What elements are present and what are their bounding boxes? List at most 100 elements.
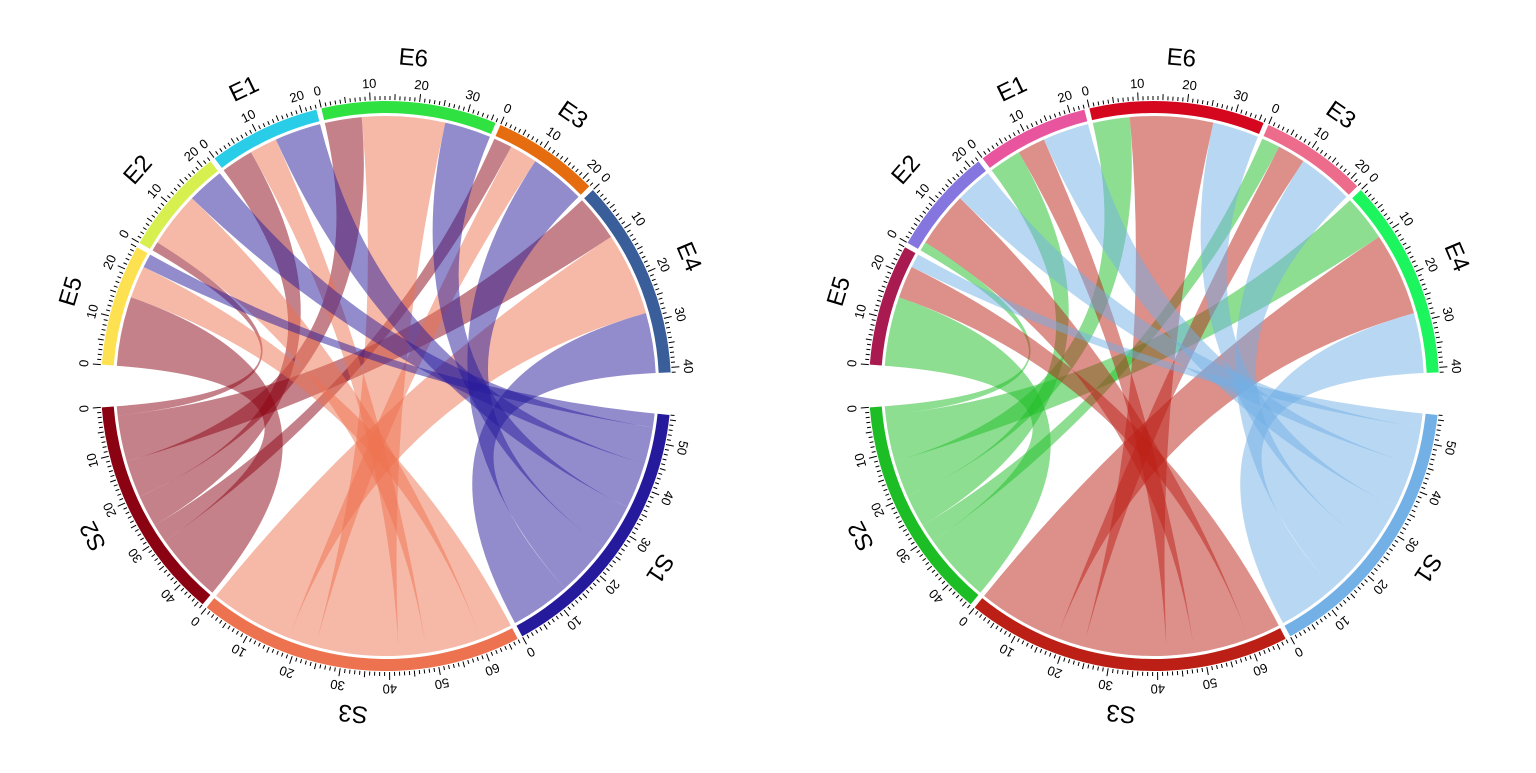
tick-mark <box>929 197 935 202</box>
tick-mark <box>1207 101 1208 105</box>
tick-mark <box>1031 645 1033 649</box>
tick-mark <box>505 646 507 650</box>
tick-mark <box>661 308 665 309</box>
tick-mark <box>1282 127 1284 131</box>
tick-label: 0 <box>196 136 211 152</box>
tick-mark <box>866 339 872 340</box>
tick-mark <box>197 161 202 167</box>
tick-mark <box>911 228 914 230</box>
tick-mark <box>180 179 184 183</box>
tick-mark <box>1343 600 1346 603</box>
tick-mark <box>884 281 888 282</box>
tick-mark <box>943 585 949 591</box>
tick-mark <box>131 525 136 528</box>
tick-mark <box>101 314 109 316</box>
tick-mark <box>975 157 977 160</box>
tick-mark <box>478 111 479 115</box>
tick-mark <box>106 310 110 311</box>
tick-mark <box>108 466 112 467</box>
tick-mark <box>1078 662 1079 666</box>
sector-label-e4: E4 <box>1438 238 1474 276</box>
tick-mark <box>1408 252 1412 254</box>
tick-label: 10 <box>144 181 165 202</box>
tick-mark <box>178 184 181 187</box>
tick-mark <box>1405 246 1410 249</box>
tick-mark <box>425 99 426 103</box>
tick-mark <box>232 628 234 631</box>
tick-mark <box>510 125 512 129</box>
tick-label: 20 <box>1182 77 1198 94</box>
tick-mark <box>158 207 161 209</box>
tick-mark <box>330 101 331 105</box>
tick-mark <box>639 519 643 521</box>
tick-mark <box>250 130 252 134</box>
tick-mark <box>155 558 158 560</box>
tick-mark <box>964 167 967 170</box>
tick-mark <box>527 134 529 137</box>
tick-label: 0 <box>964 136 979 152</box>
tick-mark <box>1026 643 1028 647</box>
tick-mark <box>999 138 1002 143</box>
tick-mark <box>1291 637 1295 644</box>
tick-mark <box>872 451 876 452</box>
tick-mark <box>600 576 606 581</box>
sector-label-s3: S3 <box>1105 698 1137 728</box>
tick-mark <box>116 281 120 282</box>
tick-mark <box>1400 239 1403 241</box>
tick-mark <box>99 344 103 345</box>
tick-mark <box>473 110 474 114</box>
tick-mark <box>101 456 109 458</box>
tick-mark <box>632 532 635 534</box>
tick-mark <box>866 349 870 350</box>
tick-mark <box>894 258 898 260</box>
tick-mark <box>861 364 869 365</box>
tick-mark <box>1287 129 1289 133</box>
tick-mark <box>117 494 121 496</box>
tick-mark <box>1368 194 1371 197</box>
tick-mark <box>1113 669 1114 673</box>
tick-mark <box>984 151 986 154</box>
tick-mark <box>130 521 134 523</box>
tick-mark <box>552 150 554 153</box>
tick-mark <box>1231 107 1232 111</box>
tick-mark <box>290 656 293 664</box>
tick-mark <box>93 407 101 408</box>
tick-mark <box>143 546 150 550</box>
tick-mark <box>194 602 198 607</box>
tick-mark <box>1082 663 1083 669</box>
tick-mark <box>1365 190 1368 193</box>
tick-mark <box>1437 425 1441 426</box>
tick-mark <box>143 542 146 544</box>
tick-mark <box>896 254 900 256</box>
tick-mark <box>642 514 647 517</box>
tick-mark <box>1320 619 1322 622</box>
tick-mark <box>1400 532 1403 534</box>
tick-mark <box>564 158 568 163</box>
tick-mark <box>1295 134 1297 137</box>
tick-mark <box>594 184 600 190</box>
tick-mark <box>429 669 430 673</box>
tick-mark <box>1414 506 1418 508</box>
tick-mark <box>616 557 621 561</box>
tick-mark <box>98 339 104 340</box>
tick-mark <box>923 211 926 213</box>
tick-mark <box>268 121 270 125</box>
tick-mark <box>263 645 265 649</box>
tick-mark <box>110 290 116 292</box>
tick-mark <box>1414 265 1418 267</box>
tick-mark <box>281 653 282 657</box>
tick-mark <box>669 347 673 348</box>
tick-mark <box>1355 179 1358 182</box>
tick-mark <box>339 668 340 676</box>
tick-mark <box>300 659 301 663</box>
tick-mark <box>906 236 909 238</box>
tick-mark <box>220 620 222 623</box>
tick-mark <box>250 638 252 642</box>
tick-mark <box>532 136 534 139</box>
tick-mark <box>429 99 430 103</box>
sector-label-e1: E1 <box>993 71 1031 108</box>
tick-mark <box>1402 528 1405 530</box>
tick-label: 30 <box>1439 306 1457 324</box>
tick-mark <box>616 213 619 215</box>
